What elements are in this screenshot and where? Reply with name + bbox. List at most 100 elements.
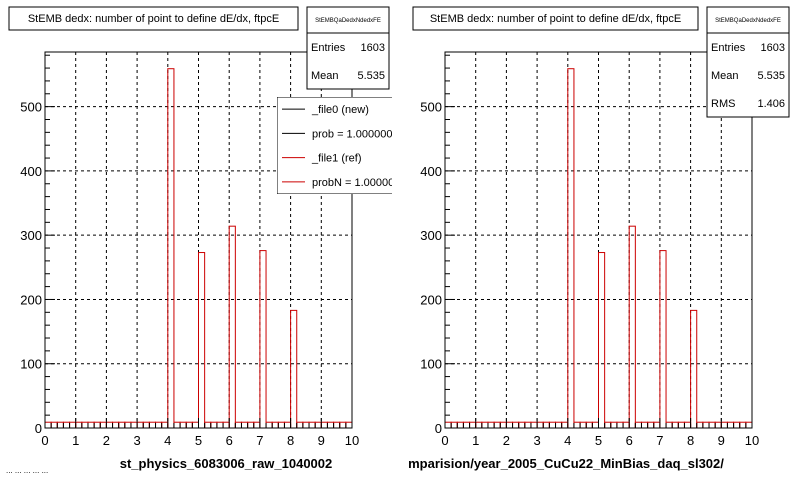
histogram-bin bbox=[671, 421, 679, 429]
histogram-bin bbox=[683, 421, 692, 429]
x-axis-title: st_physics_6083006_raw_1040002 bbox=[120, 456, 333, 471]
chart-panel-1: 0 1 2 3 4 5 6 7 8 9 100100200300400500st_physics_6… bbox=[8, 6, 400, 471]
histogram-bin bbox=[142, 421, 150, 429]
histogram-bin bbox=[591, 421, 599, 429]
x-tick-label: 1 bbox=[472, 433, 479, 448]
x-tick-label: 5 bbox=[595, 433, 602, 448]
histogram-bin bbox=[259, 250, 267, 429]
y-tick-label: 500 bbox=[20, 100, 42, 115]
histogram-bin bbox=[240, 421, 249, 429]
histogram-bin bbox=[487, 421, 495, 429]
histogram-bin bbox=[136, 421, 144, 429]
histogram-bin bbox=[561, 421, 569, 429]
histogram-bin bbox=[124, 421, 132, 429]
histogram-bin bbox=[179, 421, 187, 429]
histogram-bin bbox=[271, 421, 279, 429]
histogram-bin bbox=[62, 421, 71, 429]
histogram-bin bbox=[481, 421, 489, 429]
histogram-bin bbox=[185, 421, 193, 429]
footer-text: ... ... ... ... ... bbox=[6, 466, 48, 475]
histogram-bin bbox=[308, 421, 316, 429]
histogram-bin bbox=[647, 421, 655, 429]
histogram-bin bbox=[75, 421, 83, 429]
stats-box bbox=[306, 6, 390, 90]
y-tick-label: 300 bbox=[20, 228, 42, 243]
histogram-bin bbox=[499, 421, 507, 429]
histogram-bin bbox=[87, 421, 95, 429]
x-tick-label: 2 bbox=[103, 433, 110, 448]
histogram-bin bbox=[567, 68, 575, 429]
histogram-bin bbox=[524, 421, 532, 429]
legend-entry-label: _file0 (new) bbox=[311, 104, 369, 116]
legend-entry-label: _file1 (ref) bbox=[311, 153, 362, 165]
histogram-bin bbox=[733, 421, 741, 429]
histogram-bin bbox=[198, 252, 206, 429]
x-tick-label: 3 bbox=[133, 433, 140, 448]
chart-title-box bbox=[412, 6, 699, 31]
histogram-bin bbox=[665, 421, 673, 429]
histogram-bin bbox=[690, 309, 698, 429]
stats-box bbox=[706, 6, 790, 118]
x-tick-label: 6 bbox=[626, 433, 633, 448]
stats-label: Entries bbox=[311, 42, 346, 54]
histogram-bin bbox=[56, 421, 64, 429]
histogram-bin bbox=[573, 421, 581, 429]
histogram-bin bbox=[610, 421, 618, 429]
histogram-bin bbox=[105, 421, 114, 429]
y-tick-label: 0 bbox=[435, 421, 442, 436]
x-tick-label: 10 bbox=[345, 433, 359, 448]
histogram-bin bbox=[44, 421, 52, 429]
histogram-bin bbox=[333, 421, 341, 429]
histogram-bin bbox=[210, 421, 218, 429]
stats-label: RMS bbox=[711, 98, 735, 110]
stats-value: 1603 bbox=[361, 42, 385, 54]
histogram-bin bbox=[518, 421, 526, 429]
histogram-bin bbox=[296, 421, 304, 429]
x-axis-title: mparision/year_2005_CuCu22_MinBias_daq_s… bbox=[408, 456, 724, 471]
histogram-bin bbox=[702, 421, 710, 429]
histogram-bin bbox=[204, 421, 212, 429]
histogram-bin bbox=[155, 421, 163, 429]
legend-entry-label: prob = 1.000000 bbox=[312, 128, 392, 140]
histogram-bin bbox=[161, 421, 169, 429]
stats-value: 1603 bbox=[761, 42, 785, 54]
y-tick-label: 400 bbox=[20, 164, 42, 179]
stats-value: 1.406 bbox=[757, 98, 785, 110]
stats-label: Mean bbox=[711, 70, 739, 82]
histogram-bin bbox=[247, 421, 255, 429]
x-tick-label: 8 bbox=[687, 433, 694, 448]
histogram-bin bbox=[745, 421, 753, 429]
y-tick-label: 100 bbox=[20, 357, 42, 372]
histogram-bin bbox=[696, 421, 704, 429]
histogram-bin bbox=[339, 421, 347, 429]
x-tick-label: 4 bbox=[164, 433, 171, 448]
histogram-bin bbox=[659, 250, 667, 429]
histogram-bin bbox=[616, 421, 624, 429]
y-tick-label: 500 bbox=[420, 100, 442, 115]
x-tick-label: 6 bbox=[226, 433, 233, 448]
histogram-bin bbox=[130, 421, 138, 429]
stats-value: 5.535 bbox=[357, 70, 385, 82]
histogram-bin bbox=[345, 421, 353, 429]
histogram-bin bbox=[739, 421, 747, 429]
histogram-bin bbox=[677, 421, 685, 429]
histogram-bin bbox=[112, 421, 120, 429]
legend-entry-label: probN = 1.000000 bbox=[312, 177, 400, 189]
histogram-bin bbox=[326, 421, 335, 429]
x-tick-label: 9 bbox=[318, 433, 325, 448]
histogram-bin bbox=[542, 421, 550, 429]
histogram-bin bbox=[222, 421, 230, 429]
histogram-bin bbox=[579, 421, 587, 429]
histogram-bin bbox=[283, 421, 292, 429]
stats-value: 5.535 bbox=[757, 70, 785, 82]
x-tick-label: 3 bbox=[533, 433, 540, 448]
histogram-bin bbox=[475, 421, 483, 429]
histogram-bin bbox=[720, 421, 728, 429]
histogram-bin bbox=[604, 421, 612, 429]
histogram-bin bbox=[93, 421, 101, 429]
histogram-bin bbox=[456, 421, 464, 429]
x-tick-label: 10 bbox=[745, 433, 759, 448]
histogram-bin bbox=[634, 421, 642, 429]
histogram-bin bbox=[628, 225, 636, 429]
histogram-bin bbox=[512, 421, 520, 429]
